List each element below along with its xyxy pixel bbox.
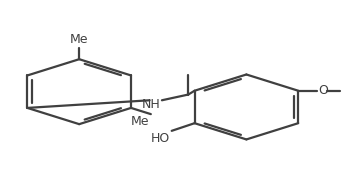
Text: Me: Me (70, 33, 88, 46)
Text: HO: HO (151, 132, 170, 145)
Text: Me: Me (131, 115, 149, 128)
Text: O: O (319, 84, 328, 97)
Text: NH: NH (141, 98, 160, 111)
